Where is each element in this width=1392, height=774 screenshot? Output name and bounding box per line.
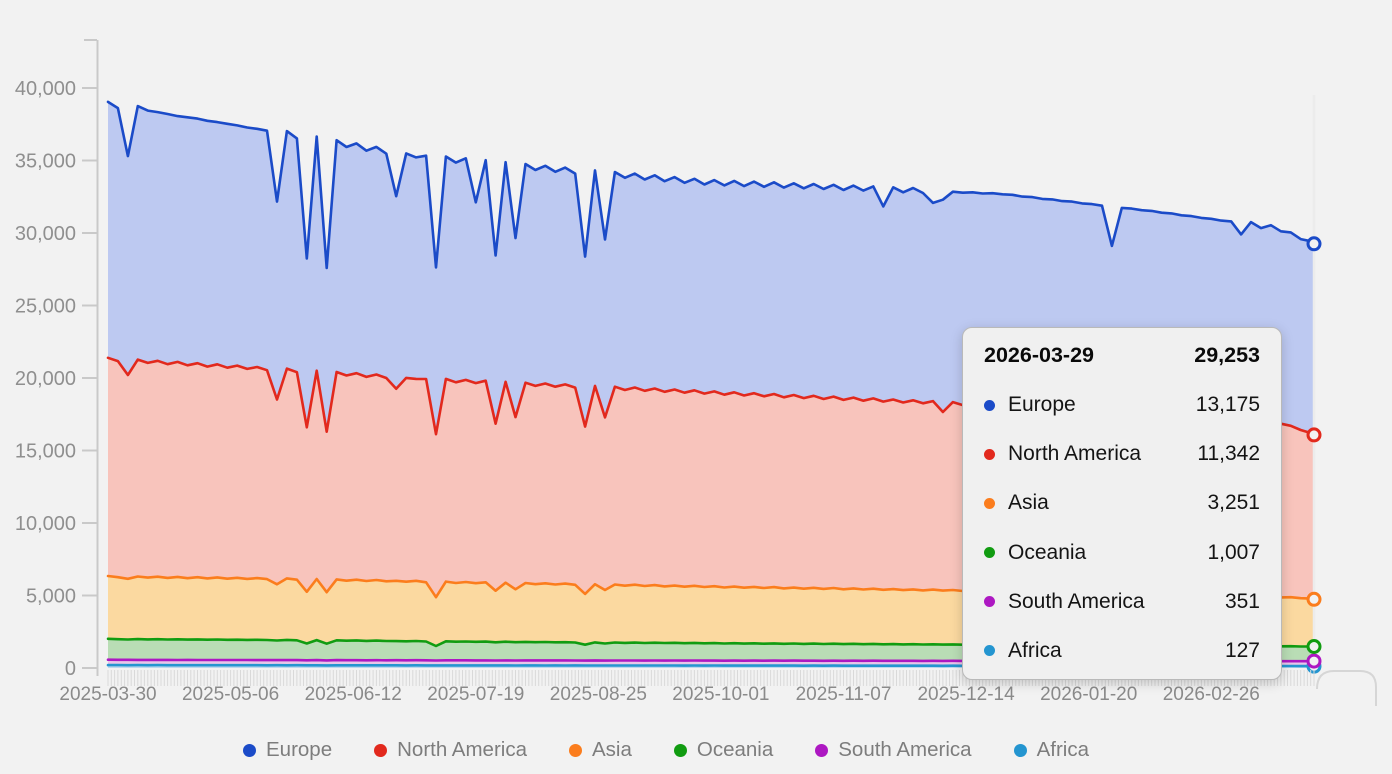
tooltip-header: 2026-03-29 29,253 [984, 343, 1260, 368]
legend-label: South America [838, 738, 972, 761]
x-tick-label: 2025-06-12 [305, 684, 402, 705]
tooltip-row-value: 11,342 [1197, 442, 1260, 466]
legend-dot-asia [569, 743, 582, 757]
tooltip-row: North America 11,342 [984, 442, 1260, 466]
y-tick-label: 25,000 [15, 296, 76, 318]
tooltip-row-label: Africa [1008, 638, 1062, 662]
tooltip-row: Europe 13,175 [984, 393, 1260, 417]
chart-legend: Europe North America Asia Oceania South … [0, 736, 1332, 764]
tooltip-row-label: Asia [1008, 491, 1049, 515]
legend-dot-south-america [815, 743, 829, 757]
legend-dot-africa [1013, 743, 1027, 757]
tooltip-date: 2026-03-29 [984, 343, 1094, 367]
cursor-point-south-america [1306, 653, 1322, 669]
legend-item-europe[interactable]: Europe [243, 738, 332, 762]
cursor-point-asia [1306, 591, 1322, 607]
x-tick-label: 2026-01-20 [1040, 684, 1137, 705]
legend-label: Europe [266, 738, 333, 761]
y-tick-label: 15,000 [15, 441, 76, 463]
x-tick-label: 2025-03-30 [59, 684, 156, 705]
series-dot-north-america [984, 448, 995, 460]
corner-outline [1316, 670, 1377, 706]
legend-label: Africa [1036, 738, 1089, 761]
y-tick-label: 35,000 [15, 151, 76, 173]
x-tick-label: 2025-05-06 [182, 684, 279, 705]
legend-label: Asia [592, 738, 632, 761]
x-tick-label: 2025-10-01 [672, 684, 769, 705]
x-tick-label: 2025-07-19 [427, 684, 524, 705]
legend-item-south-america[interactable]: South America [815, 738, 972, 762]
tooltip-row-value: 13,175 [1195, 393, 1260, 417]
tooltip-row-label: South America [1008, 589, 1145, 613]
x-tick-label: 2025-11-07 [796, 684, 892, 705]
chart-tooltip: 2026-03-29 29,253 Europe 13,175 North Am… [962, 327, 1282, 680]
tooltip-row-value: 1,007 [1207, 540, 1260, 564]
series-dot-europe [984, 399, 995, 411]
tooltip-row-label: North America [1008, 442, 1142, 466]
tooltip-total: 29,253 [1194, 343, 1260, 367]
series-dot-asia [984, 497, 995, 509]
series-dot-africa [984, 645, 995, 657]
tooltip-row-value: 127 [1224, 638, 1260, 662]
tooltip-row: South America 351 [984, 590, 1260, 614]
cursor-point-oceania [1306, 639, 1322, 654]
legend-item-africa[interactable]: Africa [1013, 738, 1089, 762]
legend-dot-north-america [374, 743, 388, 757]
cursor-point-europe [1306, 236, 1322, 252]
y-tick-label: 20,000 [15, 368, 76, 390]
series-dot-oceania [984, 547, 995, 559]
tooltip-row-value: 3,251 [1207, 491, 1260, 515]
tooltip-row-label: Oceania [1008, 540, 1087, 564]
legend-item-oceania[interactable]: Oceania [673, 738, 774, 762]
y-tick-label: 40,000 [15, 78, 76, 100]
legend-item-asia[interactable]: Asia [569, 738, 632, 762]
x-tick-label: 2026-02-26 [1163, 684, 1260, 705]
y-tick-label: 10,000 [15, 513, 76, 535]
y-axis: 0 5,000 10,000 15,000 20,000 25,000 30,000 35,0… [15, 39, 99, 680]
cursor-point-north-america [1306, 427, 1322, 443]
legend-item-north-america[interactable]: North America [374, 738, 527, 762]
y-tick-label: 0 [65, 658, 76, 680]
series-dot-south-america [984, 596, 995, 608]
y-tick-label: 5,000 [26, 586, 76, 608]
legend-label: North America [397, 738, 527, 761]
tooltip-row: Africa 127 [984, 639, 1260, 663]
tooltip-row-label: Europe [1008, 393, 1076, 417]
line-europe [106, 100, 1316, 270]
x-tick-label: 2025-12-14 [917, 684, 1015, 705]
x-tick-label: 2025-08-25 [550, 684, 647, 705]
tooltip-row: Oceania 1,007 [984, 541, 1260, 565]
legend-dot-oceania [673, 743, 687, 757]
legend-dot-europe [243, 743, 256, 757]
y-tick-label: 30,000 [15, 223, 76, 245]
x-axis: 2025-03-30 2025-05-06 2025-06-12 2025-07-19… [59, 684, 1260, 705]
tooltip-row-value: 351 [1224, 589, 1260, 613]
tooltip-row: Asia 3,251 [984, 491, 1260, 515]
legend-label: Oceania [696, 738, 774, 761]
